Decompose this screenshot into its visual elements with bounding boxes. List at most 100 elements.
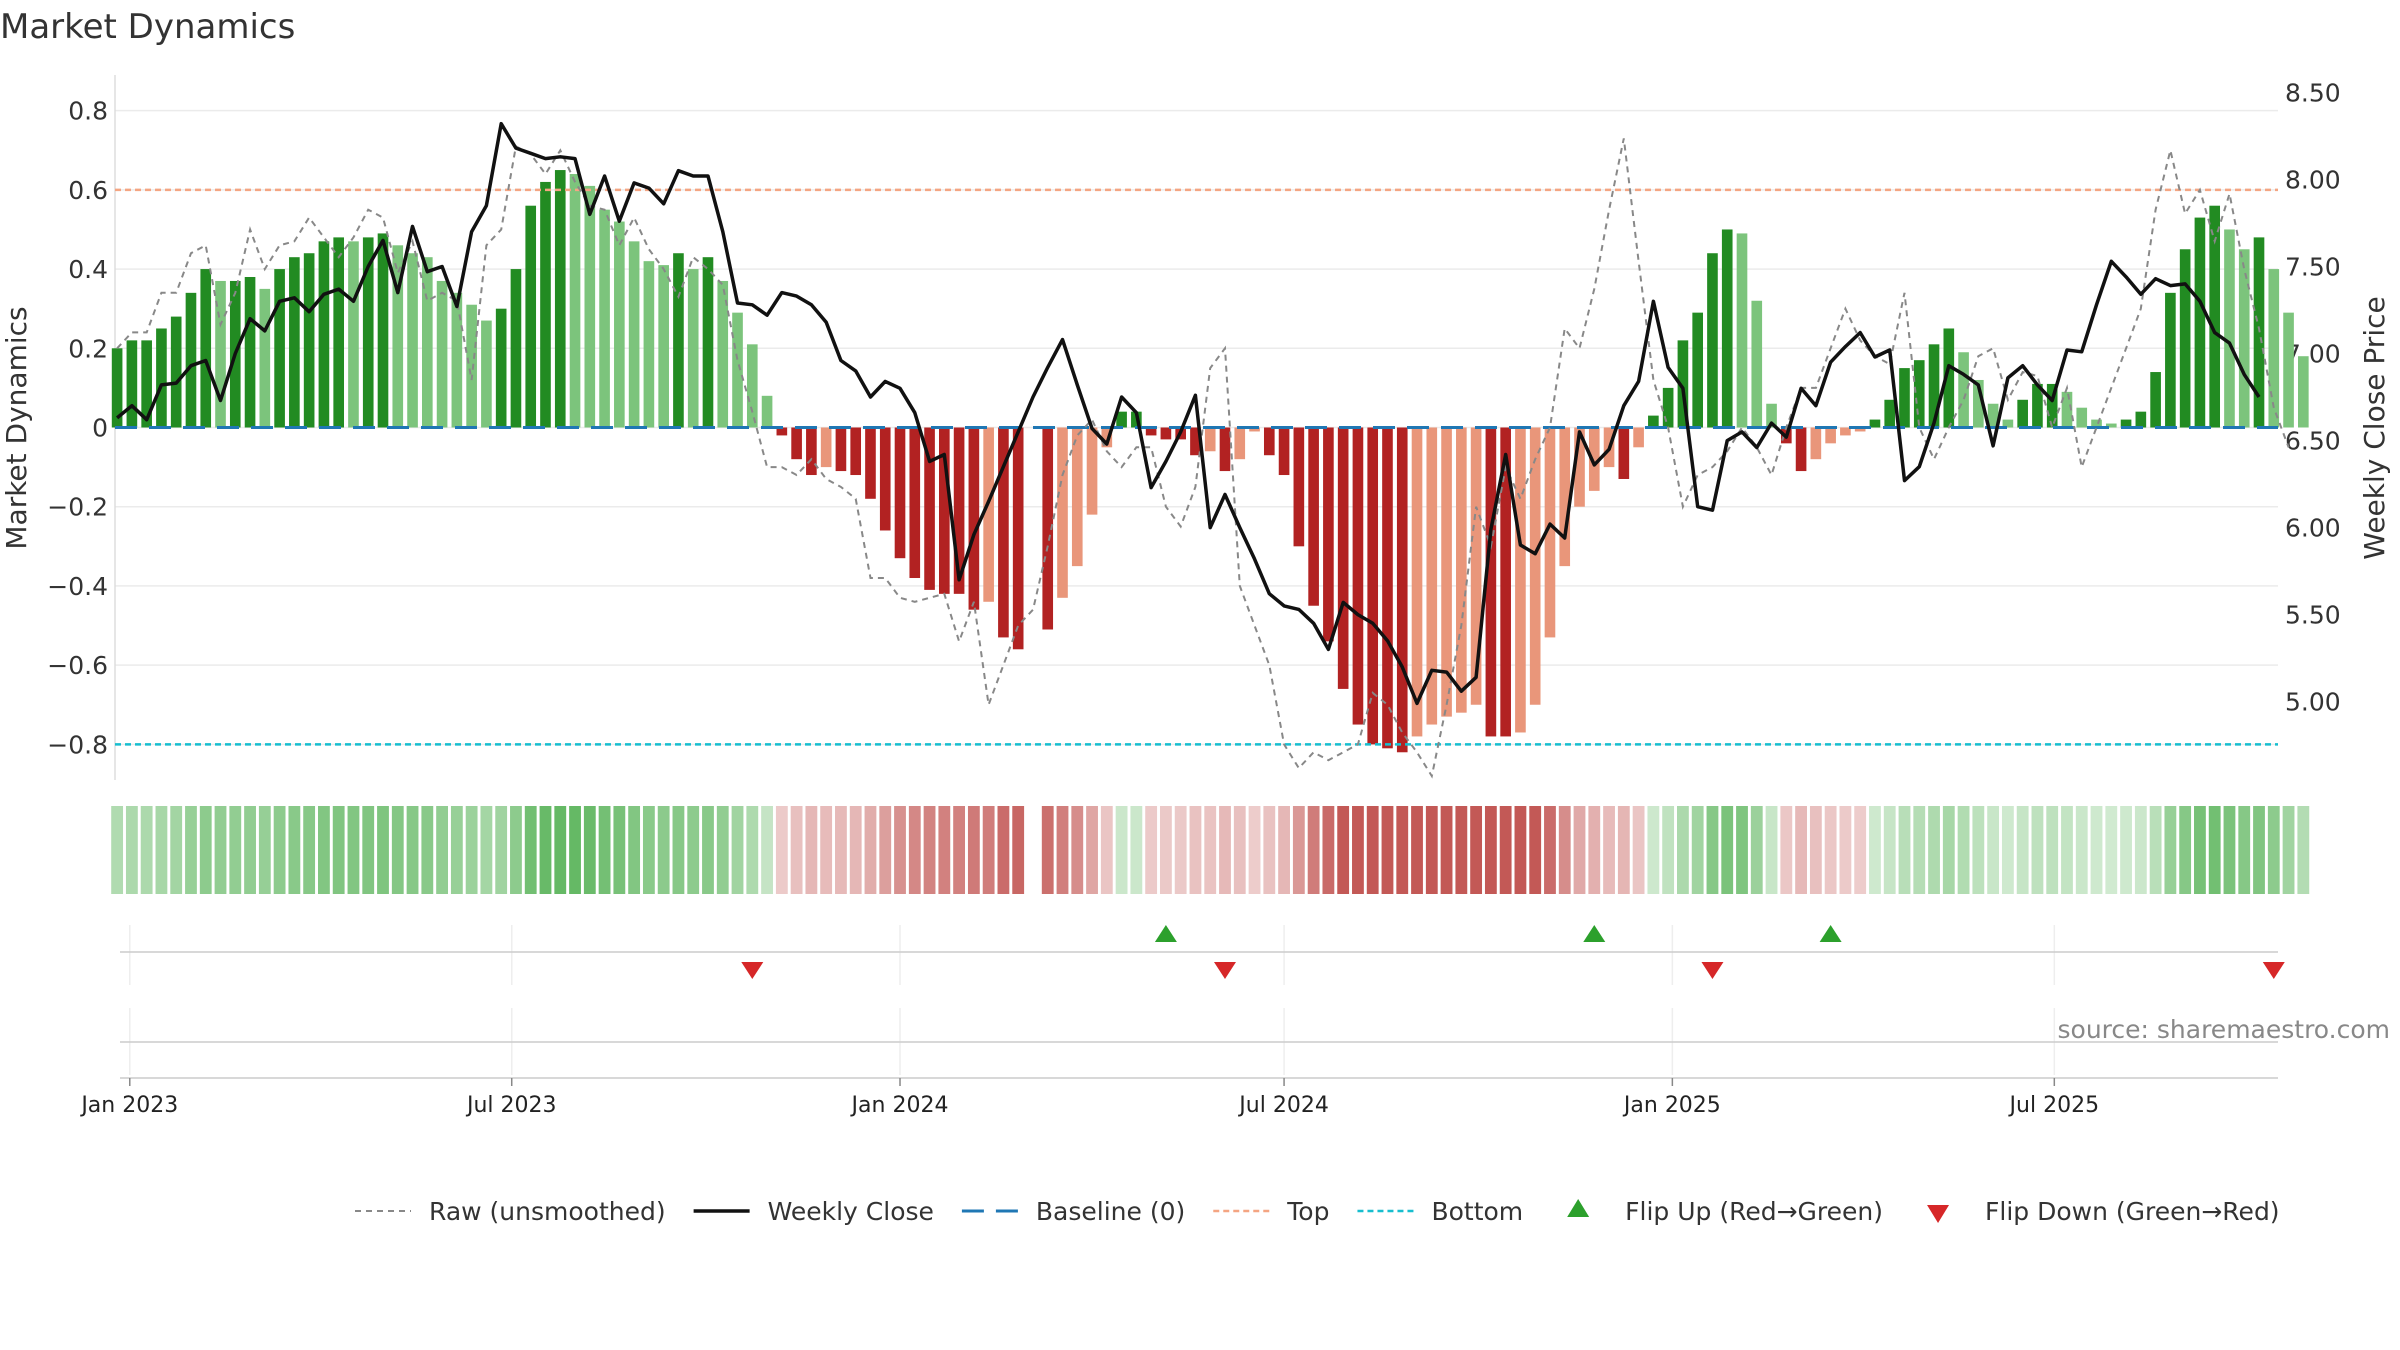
dynamics-bar (274, 269, 285, 428)
flip-down-marker (741, 962, 764, 979)
dynamics-bar (1396, 427, 1408, 753)
regime-cell (1130, 806, 1143, 894)
legend-label: Raw (unsmoothed) (429, 1197, 666, 1226)
chart-title: Market Dynamics (0, 7, 295, 47)
regime-cell (1839, 806, 1852, 894)
regime-cell (2164, 806, 2177, 894)
dynamics-bar (2017, 399, 2028, 428)
dynamics-bar (806, 427, 817, 476)
regime-cell (2105, 806, 2118, 894)
dynamics-bar (1529, 427, 1541, 705)
dynamics-bar (687, 269, 699, 428)
dynamics-bar (2179, 249, 2191, 428)
regime-cell (790, 806, 803, 894)
dynamics-bar (1810, 427, 1822, 460)
regime-cell (1691, 806, 1704, 894)
regime-cell (288, 806, 301, 894)
flip-down-marker (1701, 962, 1724, 979)
regime-cell (1292, 806, 1305, 894)
dynamics-bar (1160, 427, 1172, 440)
dynamics-bar (673, 253, 684, 428)
flip-down-marker (2262, 962, 2285, 979)
dynamics-bar (1012, 427, 1024, 650)
regime-cell (1987, 806, 2000, 894)
regime-cell (1041, 806, 1054, 894)
dynamics-bar (1973, 379, 1984, 428)
dynamics-bar (1884, 399, 1896, 428)
dynamics-bar (850, 427, 862, 476)
legend-label: Baseline (0) (1036, 1197, 1185, 1226)
dynamics-bar (466, 304, 477, 428)
dynamics-bar (1559, 427, 1571, 567)
dynamics-bar (392, 245, 404, 428)
regime-cell (273, 806, 286, 894)
regime-cell (1352, 806, 1364, 894)
regime-cell (1898, 806, 1911, 894)
regime-cell (2179, 806, 2192, 894)
dynamics-bar (170, 316, 182, 428)
dynamics-bars (111, 170, 2309, 753)
regime-cell (465, 806, 478, 894)
dynamics-bar (1071, 427, 1083, 567)
dynamics-bar (599, 209, 610, 428)
regime-cell (1425, 806, 1438, 894)
regime-cell (214, 806, 227, 894)
dynamics-bar (2120, 419, 2132, 428)
dynamics-bar (1278, 427, 1290, 476)
regime-cell (1337, 806, 1350, 894)
dynamics-bar (2091, 419, 2102, 428)
regime-cell (1470, 806, 1483, 894)
legend-flip-down-icon (1927, 1205, 1950, 1223)
regime-cell (244, 806, 256, 894)
regime-cell (835, 806, 847, 894)
right-tick-label: 7.50 (2285, 252, 2341, 281)
regime-cell (1662, 806, 1675, 894)
x-tick-label: Jan 2024 (850, 1093, 949, 1118)
left-axis-label: Market Dynamics (0, 306, 33, 549)
dynamics-bar (525, 205, 537, 428)
dynamics-bar (244, 276, 256, 428)
legend-label: Bottom (1431, 1197, 1523, 1226)
regime-cell (2001, 806, 2014, 894)
dynamics-bar (2283, 312, 2294, 428)
dynamics-bar (1854, 427, 1866, 432)
regime-cell (2075, 806, 2088, 894)
regime-cell (894, 806, 906, 894)
regime-cell (2090, 806, 2103, 894)
regime-strip (111, 806, 2310, 894)
flip-up-marker (1819, 925, 1842, 942)
dynamics-bar (1308, 427, 1319, 606)
regime-cell (1588, 806, 1601, 894)
regime-cell (2194, 806, 2206, 894)
regime-cell (1854, 806, 1867, 894)
dynamics-bar (924, 427, 935, 590)
flip-markers-panel (120, 925, 2285, 979)
regime-cell (1795, 806, 1807, 894)
dynamics-bar (1869, 419, 1881, 428)
regime-cell (480, 806, 493, 894)
dynamics-bar (215, 280, 226, 428)
legend-entry: Top (1213, 1197, 1329, 1226)
regime-cell (199, 806, 212, 894)
dynamics-bar (569, 174, 581, 428)
regime-cell (938, 806, 951, 894)
regime-cell (820, 806, 833, 894)
dynamics-bar (1042, 427, 1054, 630)
dynamics-bar (1928, 344, 1940, 428)
dynamics-bar (643, 261, 655, 428)
regime-cell (1263, 806, 1276, 894)
reference-lines (115, 188, 2278, 746)
regime-cell (1573, 806, 1586, 894)
regime-cell (1396, 806, 1409, 894)
dynamics-bar (1263, 427, 1275, 456)
regime-cell (318, 806, 330, 894)
dynamics-bar (1987, 403, 1999, 428)
dynamics-bar (2238, 249, 2250, 428)
regime-cell (436, 806, 448, 894)
dynamics-bar (2105, 423, 2117, 428)
dynamics-bar (658, 265, 669, 428)
dynamics-bar (820, 427, 832, 468)
regime-cell (1736, 806, 1748, 894)
regime-cell (1071, 806, 1084, 894)
